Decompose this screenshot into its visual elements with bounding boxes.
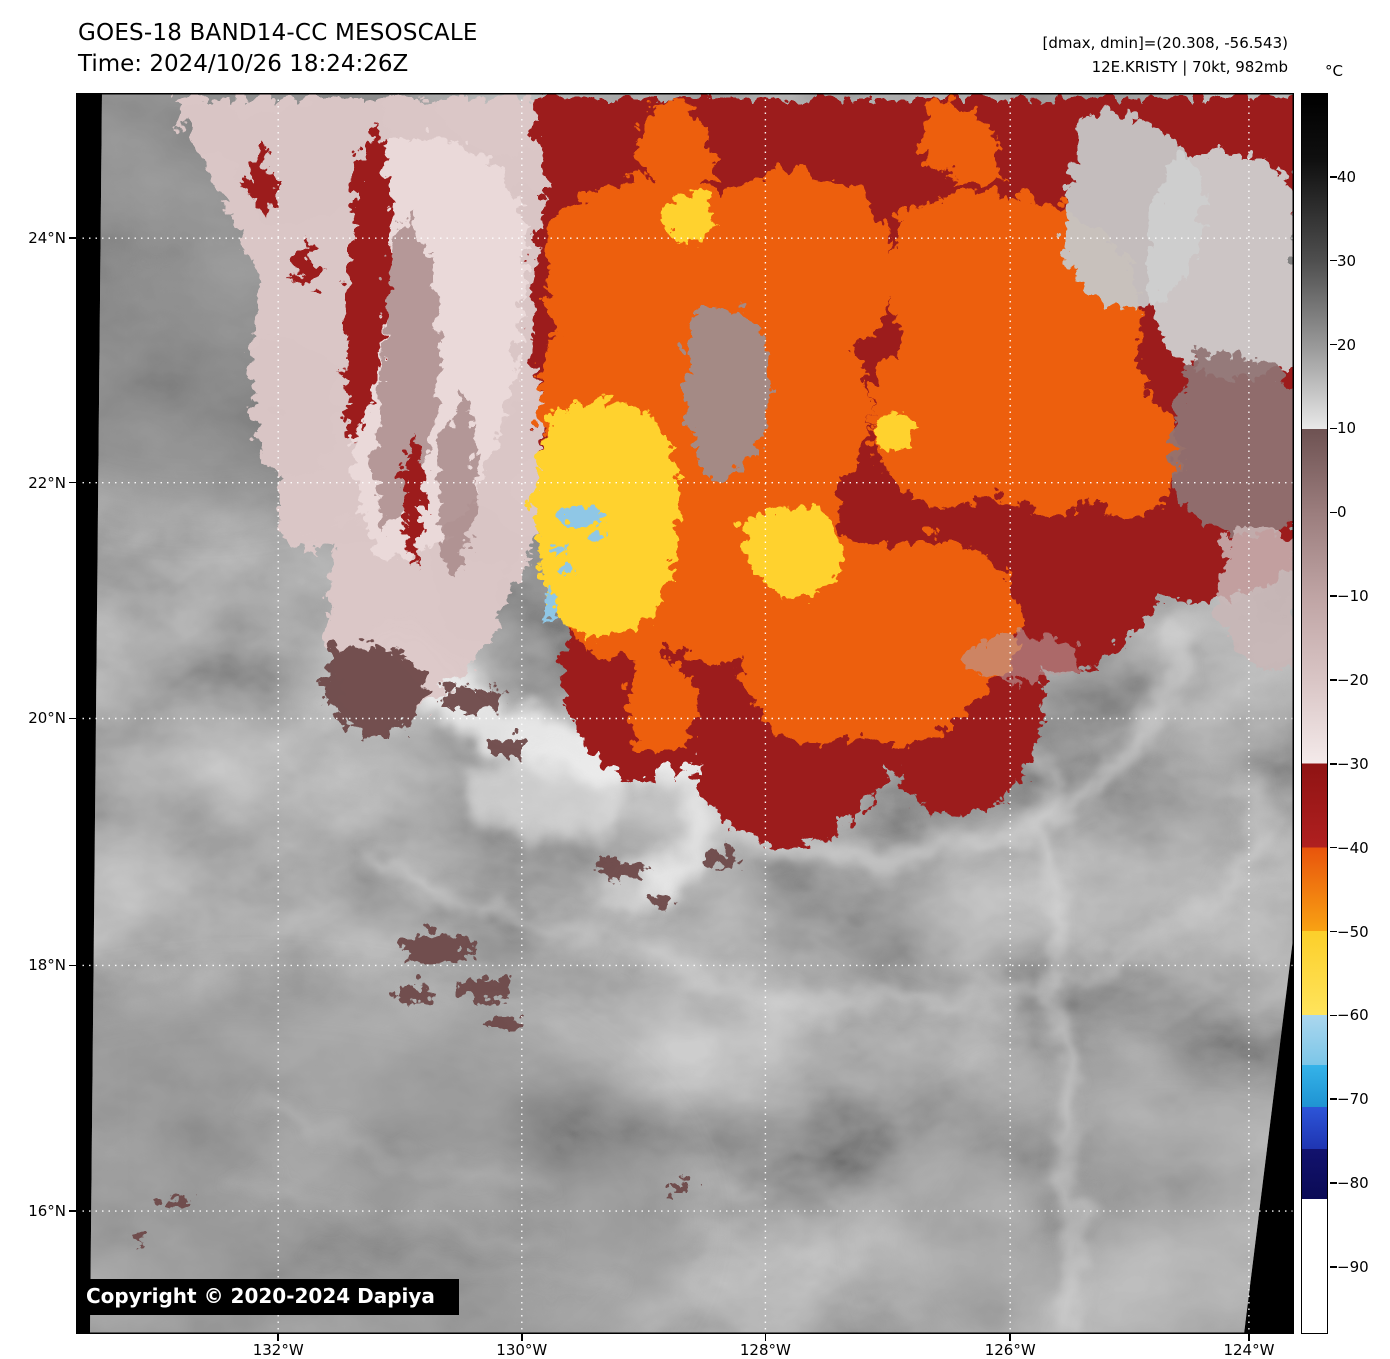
longitude-tick-label: 124°W [1223,1341,1275,1359]
colorbar-tick-mark [1330,343,1337,346]
colorbar-tick-label: −80 [1337,1174,1369,1193]
product-title: GOES-18 BAND14-CC MESOSCALE [78,20,478,46]
colorbar-tick-mark [1330,930,1337,933]
colorbar-tick-label: 30 [1337,251,1357,270]
map-frame [76,93,1294,1334]
colorbar-tick-mark [1330,1182,1337,1184]
colorbar-tick-mark [1330,679,1337,681]
colorbar [1301,93,1328,1334]
colorbar-tick-mark [1330,1014,1337,1017]
latitude-tick-label: 18°N [28,956,66,975]
colorbar-tick-mark [1330,846,1337,849]
latitude-tick-mark [69,237,76,239]
product-timestamp: Time: 2024/10/26 18:24:26Z [78,51,409,77]
colorbar-tick-label: −30 [1337,754,1369,773]
colorbar-tick-label: −10 [1337,587,1369,606]
bright-low-cloud [466,751,626,835]
cirrus-shield [166,93,636,733]
colorbar-tick-label: −40 [1337,838,1369,857]
warm-cloud-debris [126,640,734,1238]
longitude-tick-mark [764,1334,767,1341]
latitude-tick-mark [69,481,76,484]
cold-streaks [242,121,419,563]
colorbar-tick-label: −50 [1337,922,1369,941]
light-cloud-patch [876,1043,1294,1334]
satellite-image [76,93,1294,1334]
storm-info-label: 12E.KRISTY | 70kt, 982mb [1091,58,1288,76]
colorbar-tick-mark [1330,763,1337,765]
colorbar-tick-label: −60 [1337,1006,1369,1025]
colorbar-tick-label: −20 [1337,670,1369,689]
colorbar-tick-label: 10 [1337,419,1357,438]
colorbar-unit-label: °C [1325,62,1343,80]
longitude-tick-mark [1248,1334,1250,1341]
longitude-tick-mark [277,1334,279,1341]
scan-area [90,93,1294,1334]
colorbar-tick-mark [1330,176,1337,178]
latitude-tick-mark [69,717,76,720]
colorbar-tick-mark [1330,427,1337,430]
longitude-tick-label: 128°W [739,1341,791,1359]
colorbar-tick-label: 40 [1337,167,1357,186]
longitude-tick-label: 126°W [984,1341,1036,1359]
colorbar-tick-label: 20 [1337,335,1357,354]
dmax-dmin-label: [dmax, dmin]=(20.308, -56.543) [1042,34,1288,52]
coldest-tops-yellow [527,187,908,634]
overshoot-tops-blue [540,504,602,617]
latitude-tick-mark [69,1210,76,1212]
colorbar-tick-mark [1330,259,1337,262]
satellite-map: Copyright © 2020-2024 Dapiya [76,93,1294,1334]
dark-cloud-patch [90,983,686,1334]
longitude-tick-label: 130°W [496,1341,548,1359]
colorbar-tick-mark [1330,595,1337,597]
latitude-tick-mark [69,964,76,967]
latitude-tick-label: 16°N [28,1202,66,1221]
latitude-tick-label: 24°N [28,229,66,248]
longitude-tick-mark [521,1334,523,1341]
colorbar-tick-label: 0 [1337,503,1347,522]
colorbar-tick-mark [1330,1266,1337,1268]
graticule [76,93,1294,1334]
colorbar-tick-label: −90 [1337,1257,1369,1276]
longitude-tick-label: 132°W [252,1341,304,1359]
product-info: [dmax, dmin]=(20.308, -56.543) 12E.KRIST… [1043,31,1288,79]
copyright-label: Copyright © 2020-2024 Dapiya [77,1279,459,1315]
colorbar-tick-mark [1330,1098,1337,1100]
colorbar-tick-label: −70 [1337,1090,1369,1109]
colorbar-tick-mark [1330,511,1337,513]
warm-gaps [680,109,1294,677]
latitude-tick-label: 20°N [28,709,66,728]
longitude-tick-mark [1009,1334,1011,1341]
latitude-tick-label: 22°N [28,473,66,492]
